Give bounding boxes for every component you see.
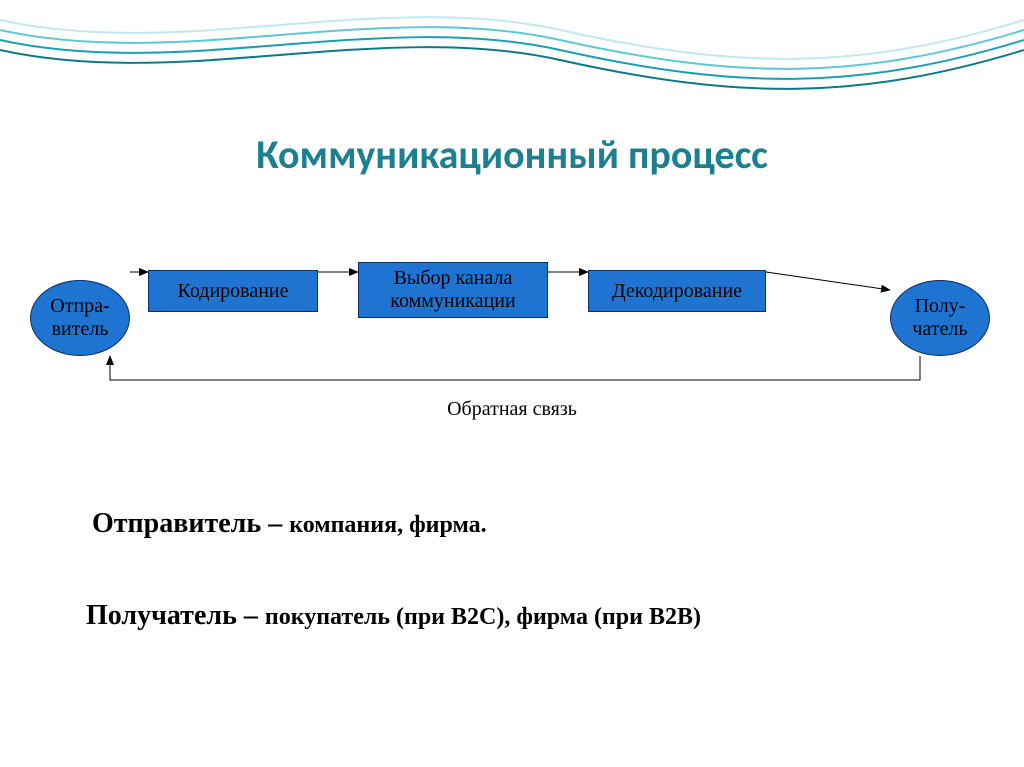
slide-title: Коммуникационный процесс: [0, 130, 1024, 179]
note-rest: компания, фирма.: [289, 512, 486, 538]
note-0: Отправитель – компания, фирма.: [92, 508, 487, 540]
node-label: Выбор каналакоммуникации: [390, 267, 515, 313]
note-rest: покупатель (при В2С), фирма (при В2В): [265, 604, 701, 630]
rect-encode: Кодирование: [148, 270, 318, 312]
ellipse-receiver: Полу-чатель: [890, 280, 990, 356]
note-1: Получатель – покупатель (при В2С), фирма…: [86, 600, 701, 632]
node-label: Декодирование: [612, 280, 742, 303]
node-label: Кодирование: [178, 280, 289, 303]
note-bold: Получатель –: [86, 600, 265, 631]
feedback-label: Обратная связь: [392, 398, 632, 421]
node-label: Полу-чатель: [912, 295, 967, 341]
rect-channel: Выбор каналакоммуникации: [358, 262, 548, 318]
note-bold: Отправитель –: [92, 508, 289, 539]
title-text: Коммуникационный процесс: [256, 130, 768, 179]
diagram-arrows: [0, 0, 1024, 767]
ellipse-sender: Отпра-витель: [30, 280, 130, 356]
node-label: Отпра-витель: [50, 295, 109, 341]
wave-decoration: [0, 0, 1024, 100]
rect-decode: Декодирование: [588, 270, 766, 312]
